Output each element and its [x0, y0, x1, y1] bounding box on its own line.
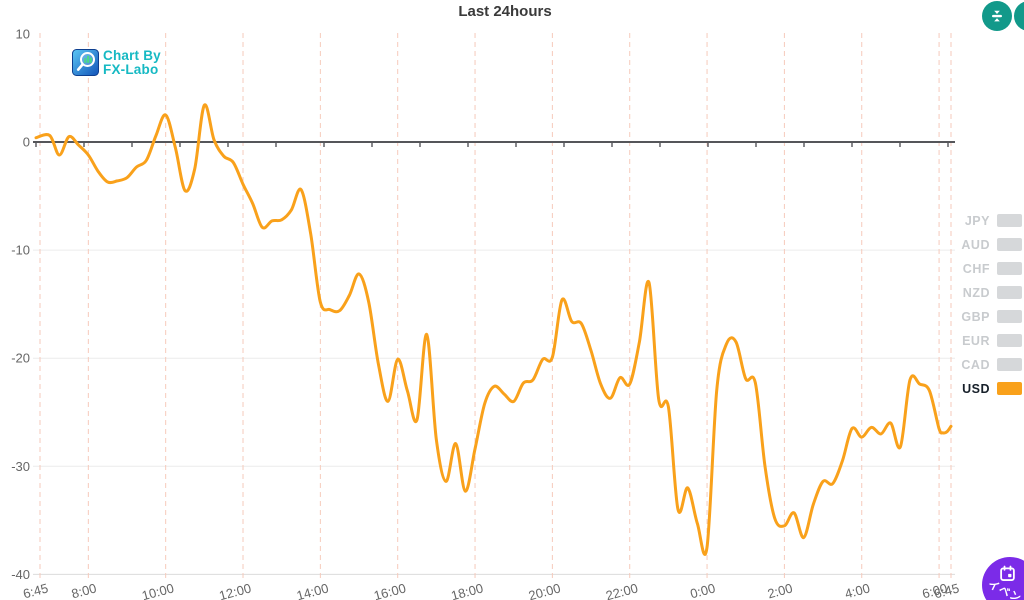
x-axis-labels: 6:45 8:00 10:00 12:00 14:00 16:00 18:00 20:00 22…	[21, 580, 960, 600]
watermark-text: Chart By FX-Labo	[103, 49, 161, 77]
legend-label: CHF	[962, 261, 990, 276]
watermark-line1: Chart By	[103, 48, 161, 63]
calendar-icon	[1000, 565, 1015, 581]
svg-text:4:00: 4:00	[843, 580, 871, 600]
svg-text:22:00: 22:00	[604, 580, 639, 600]
svg-text:6:45: 6:45	[932, 580, 960, 600]
svg-text:0: 0	[23, 135, 30, 150]
vertical-gridlines	[39, 33, 952, 578]
svg-text:20:00: 20:00	[527, 580, 562, 600]
svg-text:10:00: 10:00	[140, 580, 175, 600]
svg-text:-40: -40	[11, 567, 30, 582]
svg-text:14:00: 14:00	[295, 580, 330, 600]
legend-label: JPY	[964, 213, 990, 228]
legend-label: CAD	[961, 357, 990, 372]
svg-text:10: 10	[16, 26, 30, 41]
page-title: Last 24hours	[458, 3, 552, 20]
zero-axis-line	[33, 141, 955, 147]
legend-item-usd[interactable]: USD	[922, 381, 1022, 396]
svg-text:-30: -30	[11, 459, 30, 474]
compress-vertical-icon	[992, 10, 1002, 22]
legend-swatch	[997, 334, 1022, 347]
legend-item-eur[interactable]: EUR	[922, 333, 1022, 348]
legend-item-aud[interactable]: AUD	[922, 237, 1022, 252]
svg-text:12:00: 12:00	[217, 580, 252, 600]
expand-scale-button[interactable]	[1014, 1, 1024, 31]
svg-text:16:00: 16:00	[372, 580, 407, 600]
legend-item-gbp[interactable]: GBP	[922, 309, 1022, 324]
legend-label: EUR	[962, 333, 990, 348]
fx-labo-watermark: Chart By FX-Labo	[72, 49, 161, 77]
y-axis-labels: 10 0 -10 -20 -30 -40	[11, 26, 30, 582]
legend-swatch	[997, 286, 1022, 299]
collapse-scale-button[interactable]	[982, 1, 1012, 31]
legend-label: NZD	[962, 285, 990, 300]
chart-legend: JPY AUD CHF NZD GBP EUR CAD USD	[922, 214, 1022, 406]
legend-label: AUD	[961, 237, 990, 252]
legend-label: USD	[962, 381, 990, 396]
legend-swatch	[997, 310, 1022, 323]
legend-swatch	[997, 214, 1022, 227]
legend-swatch	[997, 238, 1022, 251]
legend-label: GBP	[961, 309, 990, 324]
legend-item-chf[interactable]: CHF	[922, 261, 1022, 276]
legend-item-jpy[interactable]: JPY	[922, 213, 1022, 228]
svg-text:2:00: 2:00	[766, 580, 794, 600]
legend-item-nzd[interactable]: NZD	[922, 285, 1022, 300]
svg-text:8:00: 8:00	[70, 580, 98, 600]
svg-text:6:00: 6:00	[921, 580, 949, 600]
usd-strength-line	[34, 103, 953, 556]
watermark-line2: FX-Labo	[103, 62, 159, 77]
fx-labo-logo-icon	[72, 49, 99, 76]
svg-text:-10: -10	[11, 243, 30, 258]
svg-text:6:45: 6:45	[21, 580, 49, 600]
svg-text:18:00: 18:00	[449, 580, 484, 600]
horizontal-gridlines	[33, 249, 955, 575]
legend-swatch	[997, 382, 1022, 395]
legend-item-cad[interactable]: CAD	[922, 357, 1022, 372]
svg-text:0:00: 0:00	[689, 580, 717, 600]
legend-swatch	[997, 262, 1022, 275]
legend-swatch	[997, 358, 1022, 371]
svg-text:-20: -20	[11, 351, 30, 366]
